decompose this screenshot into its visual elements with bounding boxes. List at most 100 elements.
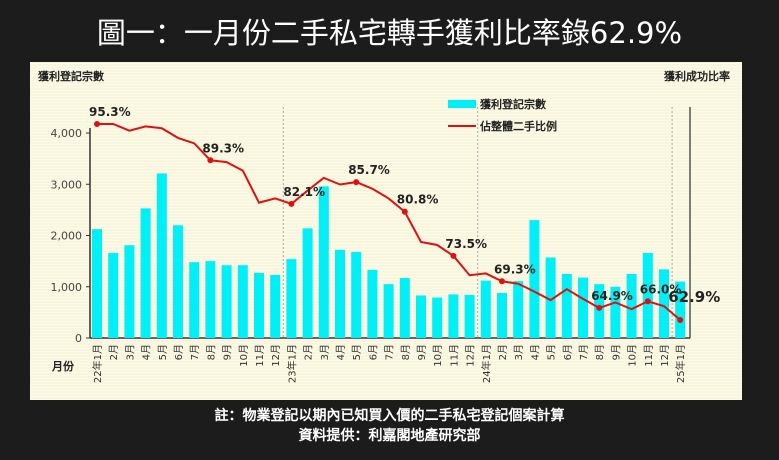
x-tick-label: 9月 <box>222 344 234 360</box>
source-note: 資料提供：利嘉閣地產研究部 <box>298 428 481 444</box>
bar <box>92 229 102 338</box>
x-tick-label: 4月 <box>335 344 347 360</box>
page-title: 圖一：一月份二手私宅轉手獲利比率錄62.9% <box>96 16 683 50</box>
bar <box>270 274 281 338</box>
y-tick-label: 1,000 <box>51 281 83 294</box>
x-tick-label: 3月 <box>124 344 136 360</box>
x-tick-label: 10月 <box>627 344 639 367</box>
bar <box>497 292 507 338</box>
x-tick-label: 5月 <box>157 344 169 360</box>
bar <box>318 186 329 338</box>
bar <box>367 269 378 338</box>
chart-panel: 獲利登記宗數 獲利成功比率月份 0 1,000 2,000 3,000 4,000 95.3%… <box>30 62 742 400</box>
ratio-line <box>97 123 681 321</box>
ratio-point <box>596 304 603 311</box>
bar <box>448 294 459 338</box>
bar <box>610 286 621 338</box>
y-tick-label: 2,000 <box>51 230 83 243</box>
x-tick-label: 9月 <box>610 344 622 360</box>
x-tick-label: 23年1月 <box>285 344 298 383</box>
x-tick-label: 12月 <box>465 344 477 367</box>
x-tick-label: 8月 <box>205 344 217 360</box>
x-tick-label: 12月 <box>270 344 282 367</box>
bar <box>578 277 588 338</box>
bar <box>659 269 669 338</box>
x-tick-label: 24年1月 <box>480 344 493 383</box>
ratio-point <box>94 121 100 127</box>
bar <box>399 278 410 338</box>
ratio-label: 66.0% <box>640 282 682 296</box>
ratio-label: 80.8% <box>397 193 439 207</box>
x-tick-label: 2月 <box>497 344 509 360</box>
x-tick-label: 8月 <box>400 344 412 360</box>
bar <box>140 208 151 338</box>
right-axis-title: 獲利成功比率 <box>664 69 730 83</box>
ratio-point <box>450 252 457 259</box>
bar <box>254 272 264 338</box>
x-tick-label: 2月 <box>108 344 120 360</box>
x-tick-label: 4月 <box>529 344 541 360</box>
bar <box>464 294 475 338</box>
bar <box>642 252 653 338</box>
bar <box>173 225 183 338</box>
y-tick-label: 3,000 <box>51 178 83 191</box>
bar <box>561 273 572 338</box>
ratio-label: 73.5% <box>445 237 487 251</box>
x-tick-label: 6月 <box>367 344 379 360</box>
bar <box>335 249 345 338</box>
bar <box>529 220 540 338</box>
y-tick-label: 0 <box>75 332 82 345</box>
ratio-point <box>499 278 505 285</box>
x-tick-label: 25年1月 <box>674 344 687 383</box>
x-axis-title: 月份 <box>51 359 75 373</box>
bar <box>156 173 167 338</box>
x-tick-label: 3月 <box>319 344 331 360</box>
bar <box>237 265 248 338</box>
x-tick-label: 4月 <box>141 344 153 360</box>
ratio-point <box>401 208 408 215</box>
bar <box>416 295 426 338</box>
bar <box>189 262 200 338</box>
x-tick-label: 7月 <box>189 344 201 360</box>
bar <box>221 265 232 338</box>
x-tick-label: 6月 <box>173 344 185 360</box>
x-tick-label: 8月 <box>594 344 606 360</box>
x-tick-label: 12月 <box>659 344 671 367</box>
bar <box>286 259 297 338</box>
ratio-label: 95.3% <box>89 105 131 119</box>
x-tick-label: 3月 <box>513 344 525 360</box>
x-tick-label: 22年1月 <box>91 344 104 383</box>
ratio-label: 85.7% <box>348 163 390 177</box>
ratio-point <box>207 157 214 164</box>
footnote: 註：物業登記以期內已知買入價的二手私宅登記個案計算 <box>214 408 565 424</box>
y-tick-label: 4,000 <box>51 127 83 140</box>
bar <box>351 251 362 338</box>
bar <box>545 257 556 338</box>
x-tick-label: 7月 <box>384 344 396 360</box>
bar <box>675 281 686 338</box>
ratio-label: 69.3% <box>494 262 536 276</box>
bar <box>205 261 216 338</box>
x-tick-label: 9月 <box>416 344 428 360</box>
bar <box>302 228 313 338</box>
legend-bar-swatch <box>448 100 476 108</box>
left-axis-title: 獲利登記宗數 <box>38 69 104 83</box>
x-tick-label: 10月 <box>238 344 250 367</box>
bar <box>124 245 135 338</box>
ratio-point <box>677 317 684 324</box>
bar <box>480 280 491 338</box>
x-tick-label: 5月 <box>351 344 363 360</box>
x-tick-label: 5月 <box>546 344 558 360</box>
x-tick-label: 2月 <box>303 344 315 360</box>
bar <box>432 297 443 338</box>
bar <box>108 252 119 338</box>
legend-bar-label: 獲利登記宗數 <box>480 97 546 111</box>
ratio-point <box>644 298 651 305</box>
x-tick-label: 6月 <box>562 344 574 360</box>
x-tick-label: 11月 <box>643 344 655 367</box>
bar <box>594 284 605 338</box>
x-tick-label: 10月 <box>432 344 444 367</box>
legend-line-label: 佔整體二手比例 <box>479 119 557 133</box>
ratio-label: 64.9% <box>591 289 633 303</box>
